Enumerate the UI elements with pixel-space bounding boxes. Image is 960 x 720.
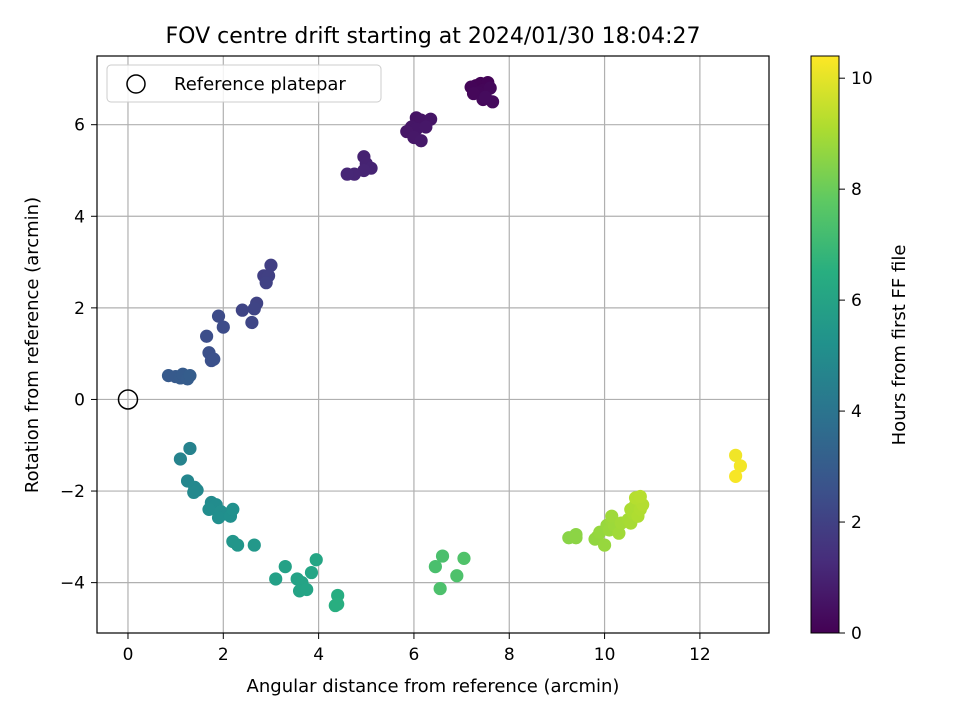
y-axis-label: Rotation from reference (arcmin) bbox=[22, 197, 43, 493]
x-tick-label: 8 bbox=[504, 645, 515, 665]
data-point bbox=[247, 302, 261, 316]
data-point bbox=[605, 509, 619, 523]
data-point bbox=[230, 538, 245, 552]
y-tick-label: −4 bbox=[60, 574, 85, 594]
data-point bbox=[207, 352, 221, 366]
data-point bbox=[269, 572, 283, 586]
grid-lines bbox=[97, 56, 769, 633]
x-tick-label: 0 bbox=[123, 645, 134, 665]
data-point bbox=[633, 489, 647, 504]
data-point bbox=[433, 581, 447, 596]
data-point bbox=[216, 320, 230, 334]
legend: Reference platepar bbox=[106, 64, 382, 103]
data-point bbox=[331, 597, 345, 611]
data-point bbox=[278, 559, 292, 574]
data-point bbox=[309, 553, 323, 567]
data-point bbox=[340, 167, 354, 181]
data-point bbox=[304, 565, 319, 580]
data-point bbox=[226, 502, 240, 516]
data-point bbox=[729, 469, 743, 483]
data-points bbox=[117, 75, 748, 613]
data-point bbox=[187, 485, 201, 500]
data-point bbox=[173, 452, 188, 466]
colorbar-tick-label: 4 bbox=[851, 402, 862, 422]
x-tick-label: 6 bbox=[409, 645, 420, 665]
reference-platepar-marker bbox=[117, 389, 139, 410]
data-point bbox=[612, 526, 626, 540]
colorbar-gradient bbox=[810, 55, 840, 634]
data-point bbox=[414, 134, 428, 148]
legend-marker-ring-icon bbox=[126, 74, 146, 94]
x-tick-label: 4 bbox=[313, 645, 324, 665]
y-tick-label: 2 bbox=[74, 299, 85, 319]
data-point bbox=[419, 120, 433, 134]
data-point bbox=[259, 276, 273, 290]
data-point bbox=[202, 502, 216, 516]
data-point bbox=[247, 538, 261, 552]
data-point bbox=[729, 448, 743, 462]
colorbar-label: Hours from first FF file bbox=[889, 245, 910, 446]
x-tick-label: 2 bbox=[218, 645, 229, 665]
y-tick-label: 6 bbox=[74, 116, 85, 136]
chart-title: FOV centre drift starting at 2024/01/30 … bbox=[166, 24, 701, 49]
data-point bbox=[183, 369, 197, 383]
data-point bbox=[235, 303, 249, 317]
data-point bbox=[300, 582, 314, 597]
data-point bbox=[211, 510, 226, 525]
legend-box bbox=[106, 64, 382, 103]
data-point bbox=[428, 559, 442, 574]
colorbar-tick-label: 0 bbox=[851, 624, 862, 644]
data-point bbox=[466, 86, 481, 101]
plot-frame bbox=[96, 55, 770, 634]
colorbar-tick-label: 2 bbox=[851, 513, 862, 533]
data-point bbox=[211, 309, 226, 323]
data-point bbox=[183, 441, 197, 456]
y-axis-ticks: −4 −2 0 2 4 6 bbox=[60, 116, 97, 594]
x-tick-label: 12 bbox=[689, 645, 711, 665]
data-point bbox=[457, 551, 471, 565]
colorbar-tick-label: 6 bbox=[851, 291, 862, 311]
data-point bbox=[264, 258, 278, 272]
colorbar-tick-label: 8 bbox=[851, 180, 862, 200]
data-point bbox=[569, 531, 583, 545]
x-tick-label: 10 bbox=[594, 645, 616, 665]
data-point bbox=[733, 459, 748, 473]
data-point bbox=[597, 538, 612, 552]
y-tick-label: −2 bbox=[60, 482, 85, 502]
y-tick-label: 4 bbox=[74, 207, 85, 227]
colorbar: 0 2 4 6 8 10 Hours from first FF file bbox=[810, 55, 910, 644]
y-tick-label: 0 bbox=[74, 390, 85, 410]
colorbar-tick-label: 10 bbox=[851, 69, 873, 89]
data-point bbox=[435, 549, 450, 563]
data-point bbox=[245, 315, 259, 330]
legend-entry-reference: Reference platepar bbox=[174, 74, 346, 95]
x-axis-label: Angular distance from reference (arcmin) bbox=[247, 676, 620, 697]
x-axis-ticks: 0 2 4 6 8 10 12 bbox=[123, 633, 711, 665]
colorbar-ticks: 0 2 4 6 8 10 bbox=[839, 69, 873, 644]
data-point bbox=[450, 569, 464, 583]
data-point bbox=[478, 90, 493, 104]
data-point bbox=[200, 329, 214, 343]
